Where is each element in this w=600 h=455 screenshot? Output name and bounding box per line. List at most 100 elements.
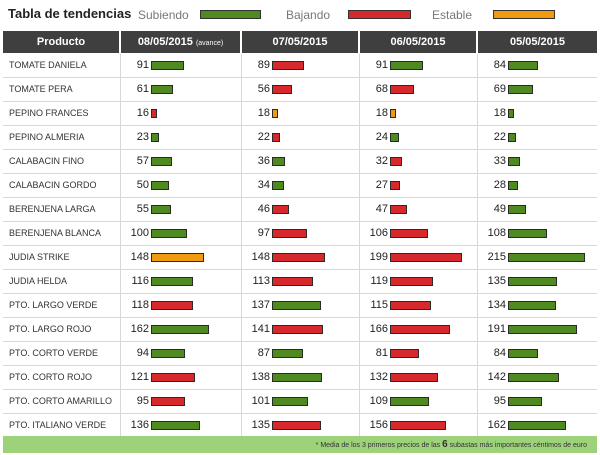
price-cell: 68 [360, 78, 478, 101]
price-cell: 148 [242, 246, 360, 269]
trend-bar [508, 85, 533, 94]
price-value: 199 [369, 251, 388, 263]
product-name: Pepino Almeria [3, 126, 121, 149]
price-cell: 49 [478, 198, 597, 221]
price-value: 156 [369, 419, 388, 431]
legend-rising-swatch [200, 10, 261, 19]
trend-bar [508, 277, 557, 286]
price-value: 95 [493, 395, 506, 407]
price-cell: 106 [360, 222, 478, 245]
price-value: 138 [251, 371, 270, 383]
price-value: 33 [493, 155, 506, 167]
price-value: 116 [131, 275, 149, 287]
price-value: 28 [493, 179, 506, 191]
legend-stable-swatch [493, 10, 555, 19]
trend-bar [151, 205, 171, 214]
product-name: Calabacin Gordo [3, 174, 121, 197]
price-cell: 28 [478, 174, 597, 197]
trend-bar [151, 85, 173, 94]
price-value: 106 [369, 227, 388, 239]
trend-bar [390, 85, 414, 94]
price-value: 148 [130, 251, 149, 263]
price-cell: 94 [121, 342, 242, 365]
trend-bar [508, 421, 566, 430]
trend-bar [151, 397, 185, 406]
header-date-4: 05/05/2015 [478, 31, 597, 53]
price-value: 91 [136, 59, 149, 71]
trend-bar [390, 397, 429, 406]
trend-bar [508, 373, 559, 382]
price-value: 57 [136, 155, 149, 167]
price-value: 215 [487, 251, 506, 263]
price-cell: 142 [478, 366, 597, 389]
price-cell: 95 [478, 390, 597, 413]
price-cell: 18 [360, 102, 478, 125]
price-value: 69 [493, 83, 506, 95]
product-name: Pepino Frances [3, 102, 121, 125]
table-row: Calabacin Fino 57 36 32 33 [3, 150, 597, 174]
price-value: 141 [251, 323, 270, 335]
price-cell: 24 [360, 126, 478, 149]
price-cell: 18 [242, 102, 360, 125]
trend-bar [151, 61, 184, 70]
price-value: 121 [130, 371, 149, 383]
price-value: 27 [375, 179, 388, 191]
trend-bar [272, 277, 313, 286]
price-value: 84 [493, 347, 506, 359]
trend-bar [151, 325, 209, 334]
trend-bar [390, 373, 438, 382]
price-value: 142 [487, 371, 506, 383]
trend-bar [272, 373, 322, 382]
price-value: 22 [493, 131, 506, 143]
price-value: 118 [131, 299, 149, 311]
table-row: Tomate Pera 61 56 68 69 [3, 78, 597, 102]
price-value: 100 [130, 227, 149, 239]
trend-bar [151, 253, 204, 262]
trend-bar [508, 109, 514, 118]
price-value: 132 [369, 371, 388, 383]
price-value: 97 [257, 227, 270, 239]
trend-bar [272, 421, 321, 430]
trend-bar [508, 325, 577, 334]
trend-bar [508, 61, 538, 70]
price-cell: 215 [478, 246, 597, 269]
price-cell: 191 [478, 318, 597, 341]
trend-bar [390, 301, 431, 310]
price-cell: 166 [360, 318, 478, 341]
price-cell: 95 [121, 390, 242, 413]
price-cell: 138 [242, 366, 360, 389]
trend-bar [151, 157, 172, 166]
legend-falling-swatch [348, 10, 411, 19]
trend-bar [272, 61, 304, 70]
trend-bar [151, 277, 193, 286]
table-row: Pto. Largo Rojo 162 141 166 191 [3, 318, 597, 342]
trend-bar [390, 253, 462, 262]
price-cell: 61 [121, 78, 242, 101]
price-cell: 141 [242, 318, 360, 341]
trend-bar [390, 205, 407, 214]
price-cell: 162 [478, 414, 597, 437]
price-value: 84 [493, 59, 506, 71]
footer-text-after: subastas más importantes céntimos de eur… [449, 442, 587, 449]
header-date-1-text: 08/05/2015 [137, 36, 193, 48]
legend-title: Tabla de tendencias [8, 6, 132, 21]
header-date-2: 07/05/2015 [242, 31, 360, 53]
table-row: Pto. Largo Verde 118 137 115 134 [3, 294, 597, 318]
price-value: 101 [251, 395, 270, 407]
price-cell: 89 [242, 54, 360, 77]
trend-bar [390, 181, 400, 190]
price-value: 18 [375, 107, 388, 119]
table-row: Tomate Daniela 91 89 91 84 [3, 54, 597, 78]
price-cell: 132 [360, 366, 478, 389]
price-value: 162 [130, 323, 149, 335]
legend-bar: Tabla de tendencias Subiendo Bajando Est… [0, 0, 600, 30]
price-cell: 199 [360, 246, 478, 269]
price-value: 16 [136, 107, 149, 119]
price-value: 135 [487, 275, 506, 287]
price-cell: 27 [360, 174, 478, 197]
price-cell: 91 [360, 54, 478, 77]
trend-bar [272, 349, 303, 358]
price-cell: 115 [360, 294, 478, 317]
price-value: 94 [136, 347, 149, 359]
trend-bar [508, 205, 526, 214]
